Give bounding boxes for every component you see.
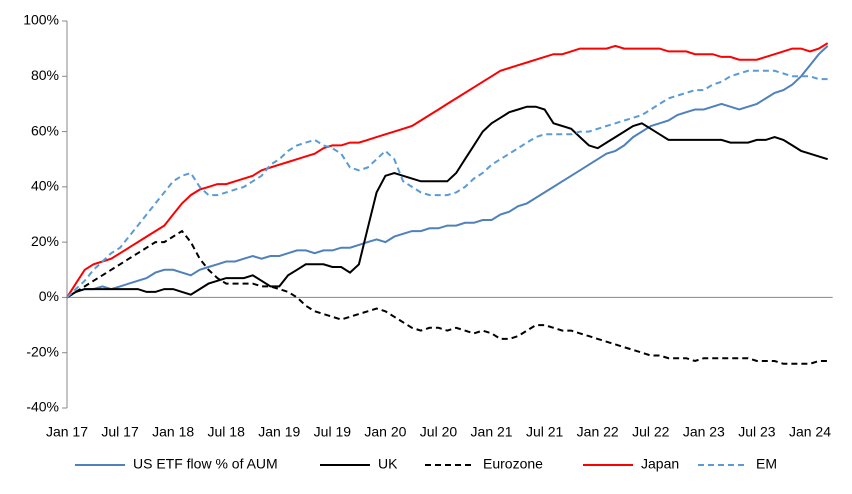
series-line — [66, 229, 828, 365]
series-line — [66, 105, 829, 299]
legend-label: Japan — [641, 456, 679, 472]
legend-label: EM — [756, 456, 777, 472]
legend-label: Eurozone — [483, 456, 543, 472]
legend-label: UK — [378, 456, 398, 472]
legend-label: US ETF flow % of AUM — [133, 456, 278, 472]
x-tick-label: Jul 18 — [208, 424, 246, 440]
y-tick-label: 40% — [31, 178, 59, 194]
y-tick-label: 20% — [31, 233, 59, 249]
x-tick-label: Jan 21 — [471, 424, 513, 440]
x-tick-label: Jul 17 — [101, 424, 139, 440]
x-tick-label: Jul 20 — [420, 424, 458, 440]
x-tick-label: Jan 18 — [152, 424, 194, 440]
series-line — [66, 45, 829, 299]
series-line — [66, 69, 828, 299]
y-tick-label: 80% — [31, 67, 59, 83]
x-tick-label: Jan 23 — [683, 424, 725, 440]
x-tick-label: Jan 19 — [258, 424, 300, 440]
x-tick-label: Jul 21 — [526, 424, 564, 440]
x-tick-label: Jan 22 — [577, 424, 619, 440]
x-tick-label: Jul 22 — [632, 424, 670, 440]
y-tick-label: 100% — [23, 12, 59, 28]
y-tick-label: 60% — [31, 122, 59, 138]
x-tick-label: Jan 24 — [789, 424, 831, 440]
y-tick-label: -40% — [26, 399, 59, 415]
y-tick-label: 0% — [39, 288, 59, 304]
x-tick-label: Jul 23 — [738, 424, 776, 440]
x-tick-label: Jul 19 — [314, 424, 352, 440]
y-tick-label: -20% — [26, 343, 59, 359]
x-tick-label: Jan 17 — [46, 424, 88, 440]
x-tick-label: Jan 20 — [364, 424, 406, 440]
series-line — [66, 42, 829, 298]
